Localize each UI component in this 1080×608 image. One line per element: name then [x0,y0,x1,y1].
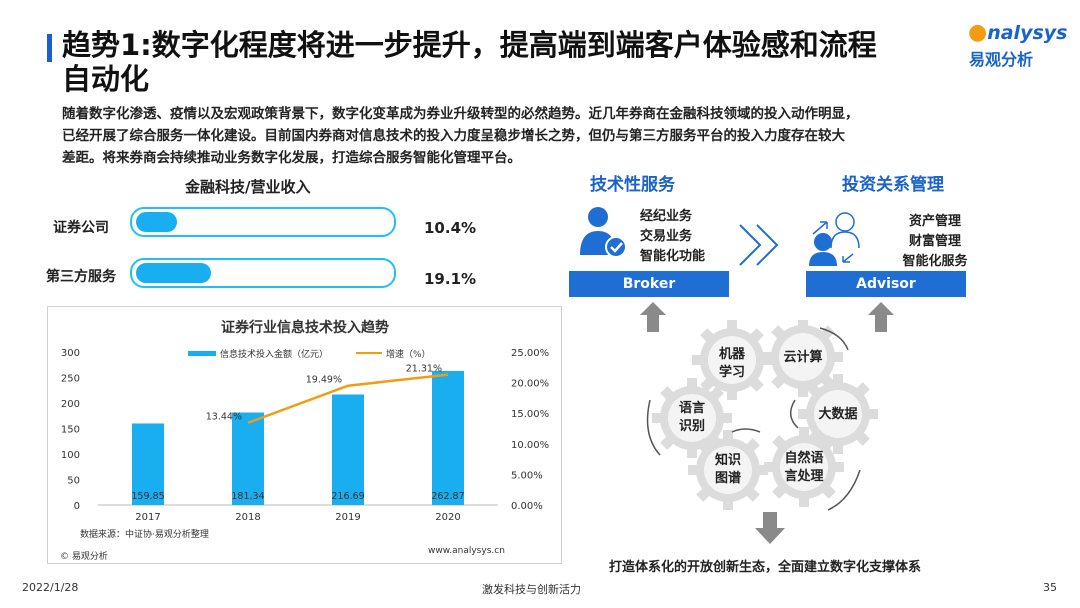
footer-date: 2022/1/28 [22,581,79,594]
chart-title: 证券行业信息技术投入趋势 [221,319,389,336]
bar [232,412,264,505]
gear-label: 知识 图谱 [714,453,741,486]
fintech-label-securities: 证券公司 [53,220,109,236]
x-tick-label: 2017 [135,512,160,523]
fintech-fill-third-party [136,263,212,283]
legend-bar-swatch [188,351,216,356]
logo: ●nalysys [968,20,1068,45]
logo-mark-icon: ● [968,20,988,45]
intro-paragraph: 随着数字化渗透、疫情以及宏观政策背景下，数字化变革成为券业升级转型的必然趋势。近… [62,106,859,166]
fintech-bar-third-party [130,258,396,288]
gear-label: 自然语 言处理 [784,451,824,484]
bar-data-label: 262.87 [431,491,464,502]
y-tick-label: 300 [61,348,80,359]
y2-tick-label: 10.00% [511,440,549,451]
advisor-label: Advisor [806,271,966,297]
tech-items-list: 经纪业务 交易业务 智能化功能 [640,207,730,267]
fintech-title: 金融科技/营业收入 [185,178,311,196]
broker-person-icon [580,207,627,258]
y2-tick-label: 25.00% [511,348,549,359]
logo-subtitle: 易观分析 [969,50,1034,69]
tech-item: 经纪业务 [640,209,693,224]
tech-item: 交易业务 [640,229,693,244]
invest-item: 智能化服务 [902,254,968,269]
gear-label: 大数据 [818,407,858,422]
x-tick-label: 2019 [335,512,360,523]
y-tick-label: 100 [61,450,80,461]
tech-services-title: 技术性服务 [590,175,675,195]
line-data-label: 13.44% [206,412,242,423]
fintech-fill-securities [136,212,177,232]
it-investment-chart: 证券行业信息技术投入趋势信息技术投入金额（亿元） 增速（%） 0 50 100 150 20… [47,306,562,564]
chart-url: www.analysys.cn [428,546,505,556]
down-arrow-icon [755,512,785,544]
page-title: 趋势1:数字化程度将进一步提升，提高端到端客户体验感和流程 自动化 [62,28,877,96]
gears-diagram [646,320,878,511]
up-arrow-icon [868,302,894,332]
footer-center: 激发科技与创新活力 [482,583,581,596]
y-tick-label: 0 [74,501,80,512]
title-accent-bar [47,34,52,62]
legend-bar-label: 信息技术投入金额（亿元） [220,348,328,360]
y-tick-label: 200 [61,399,80,410]
gear-label: 机器 学习 [718,347,745,380]
fintech-bar-securities [130,207,396,237]
fintech-value-third-party: 19.1% [424,270,477,288]
line-data-label: 21.31% [406,364,442,375]
y-tick-label: 150 [61,425,80,436]
invest-item: 财富管理 [908,234,961,249]
conclusion-text: 打造体系化的开放创新生态，全面建立数字化支撑体系 [609,560,922,575]
bar [132,423,164,505]
advisor-people-icon [809,212,860,266]
bar [432,370,464,505]
up-arrow-icon [640,302,666,332]
bar-data-label: 159.85 [131,491,164,502]
y2-tick-label: 20.00% [511,379,549,390]
gear-label: 云计算 [783,350,823,365]
x-tick-label: 2020 [435,512,460,523]
tech-item: 智能化功能 [640,249,706,264]
fintech-value-securities: 10.4% [424,219,477,237]
invest-items-list: 资产管理 财富管理 智能化服务 [890,212,980,272]
bar [332,394,364,505]
chart-source: 数据来源：中证协·易观分析整理 [80,528,209,540]
chevron-right-icon [739,224,779,266]
growth-line [247,373,449,424]
bar-data-label: 181.34 [231,491,264,502]
y2-tick-label: 5.00% [511,470,543,481]
bar-data-label: 216.69 [331,491,364,502]
gear-label: 语言 识别 [678,401,705,434]
y-tick-label: 50 [67,476,80,487]
y-tick-label: 250 [61,374,80,385]
legend-line-label: 增速（%） [386,348,431,360]
y2-tick-label: 0.00% [511,501,543,512]
page-number: 35 [1043,581,1057,594]
x-tick-label: 2018 [235,512,260,523]
y2-tick-label: 15.00% [511,409,549,420]
line-data-label: 19.49% [306,375,342,386]
invest-item: 资产管理 [908,214,961,229]
broker-label: Broker [569,271,729,297]
fintech-label-third-party: 第三方服务 [46,269,116,285]
chart-copyright: © 易观分析 [60,550,108,562]
investment-relations-title: 投资关系管理 [842,175,944,195]
